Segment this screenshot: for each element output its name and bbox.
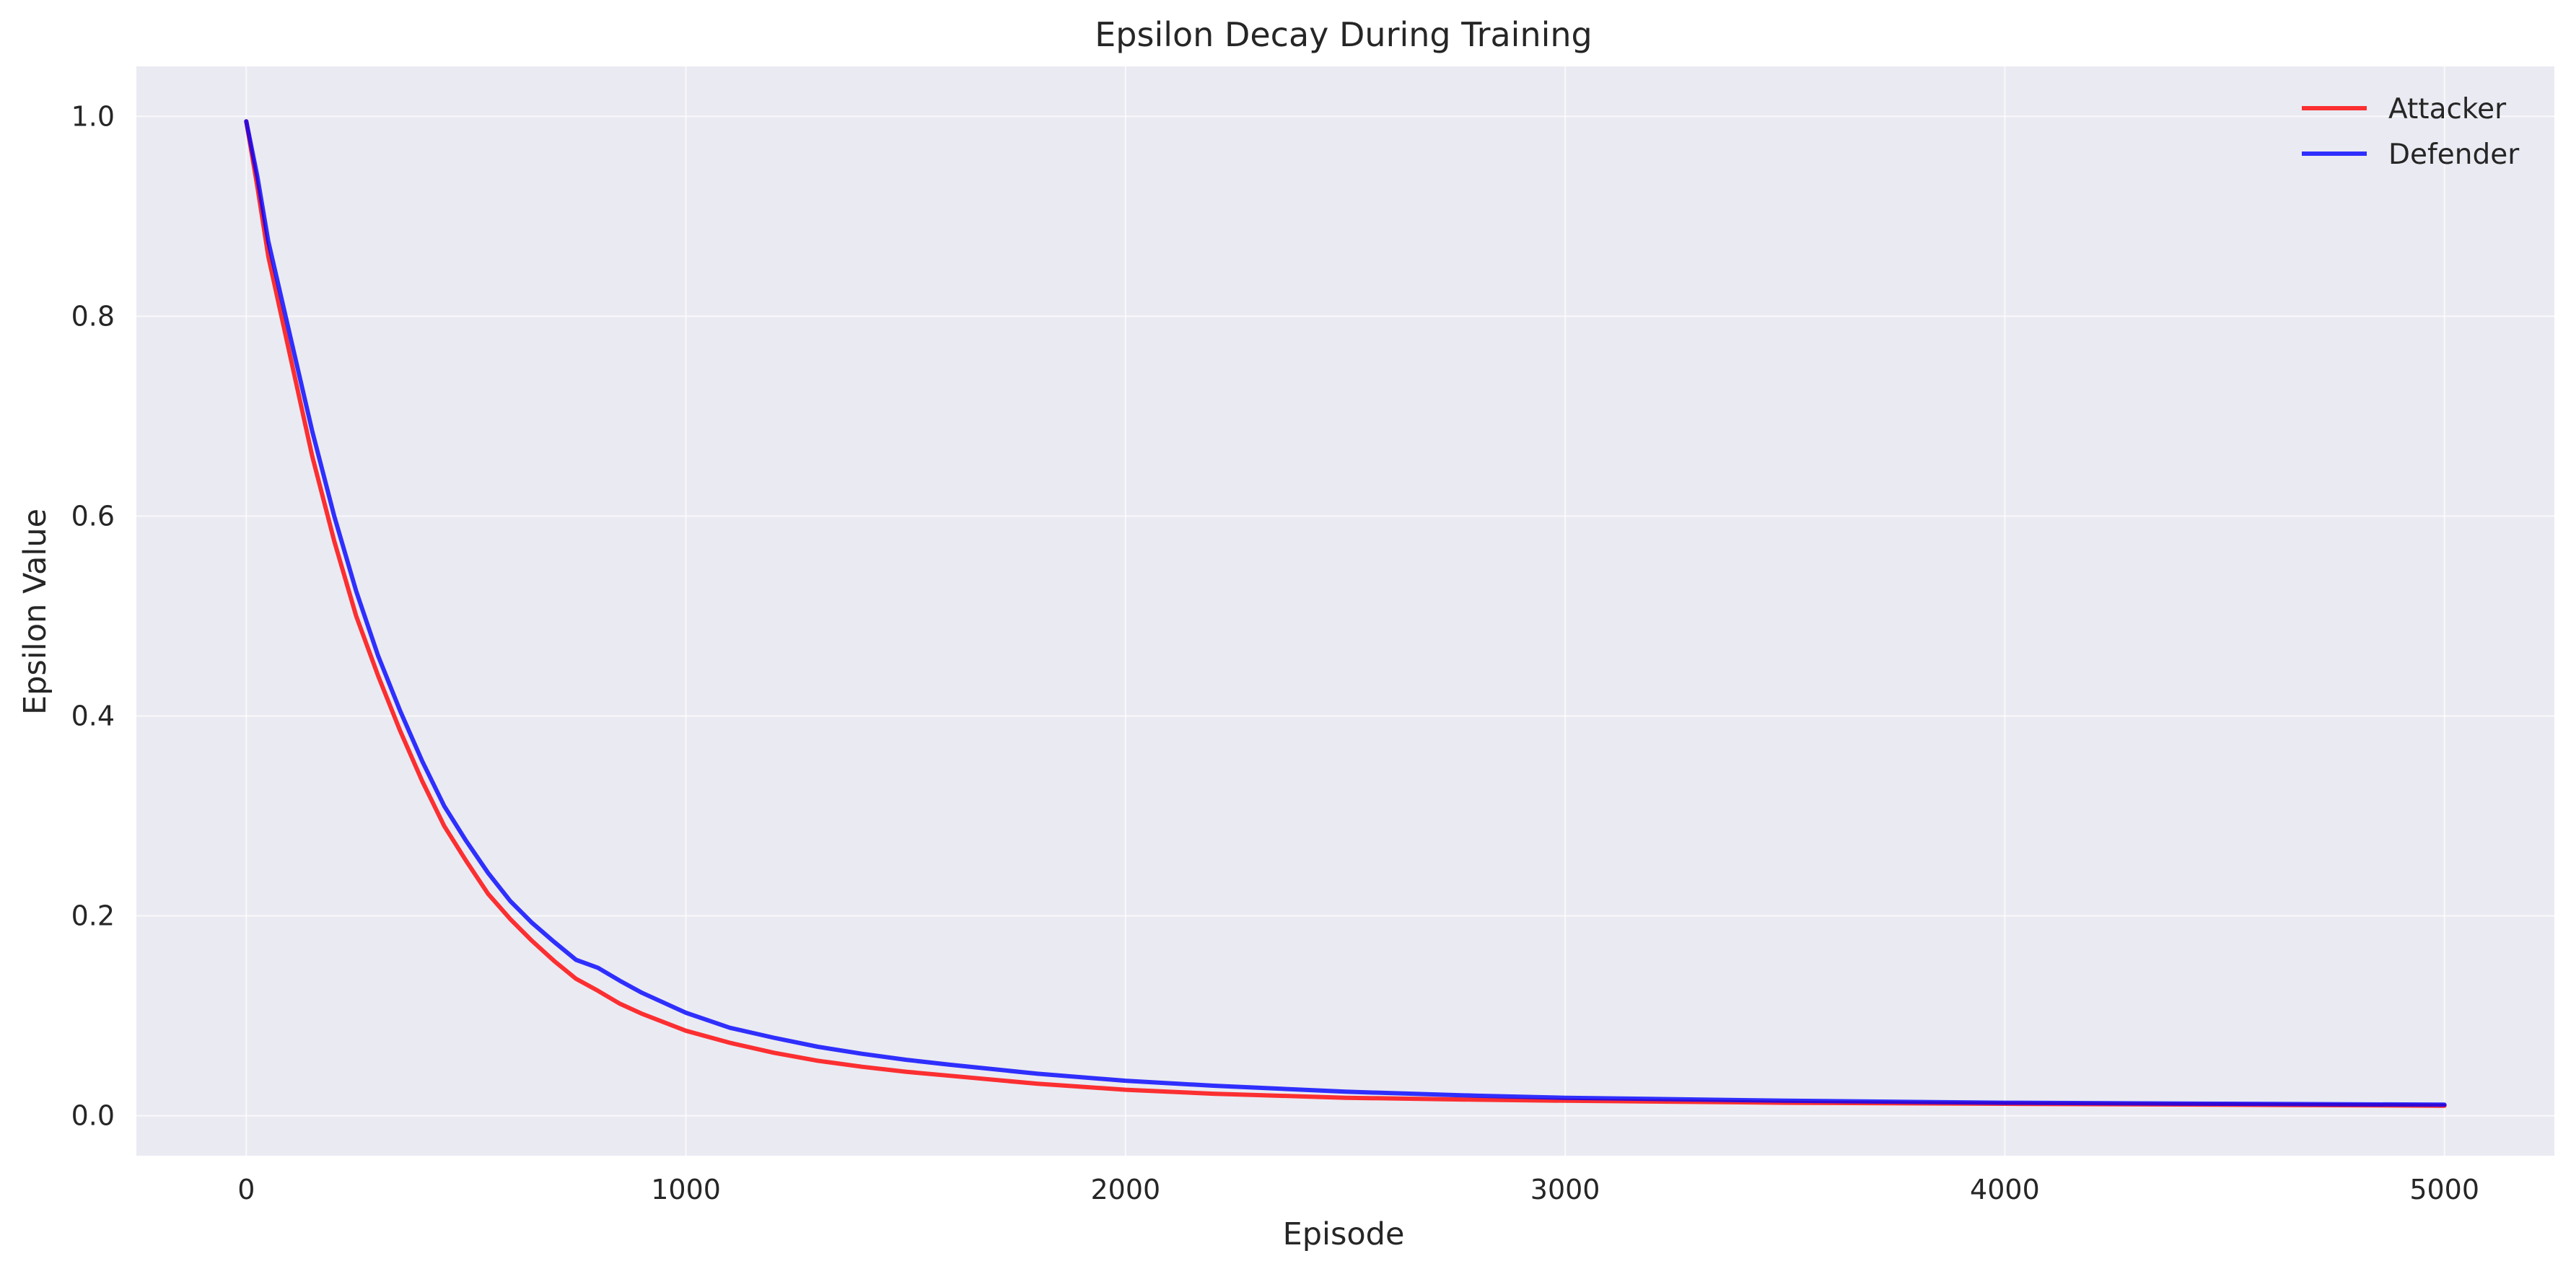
x-tick-label: 5000 [2409, 1174, 2479, 1205]
y-tick-label: 1.0 [71, 100, 115, 132]
legend: Attacker Defender [2302, 93, 2520, 171]
series-line-attacker [244, 119, 2447, 1108]
legend-label-attacker: Attacker [2388, 93, 2507, 126]
x-tick-label: 3000 [1530, 1174, 1600, 1205]
grid [136, 66, 2554, 1156]
y-axis-label: Epsilon Value [17, 509, 53, 715]
y-tick-label: 0.0 [71, 1100, 115, 1132]
y-tick-label: 0.2 [71, 900, 115, 932]
y-axis-ticks: 0.0 0.2 0.4 0.6 0.8 1.0 [71, 100, 115, 1131]
series-layer [244, 119, 2447, 1108]
y-tick-label: 0.8 [71, 300, 115, 332]
y-tick-label: 0.6 [71, 500, 115, 532]
y-tick-label: 0.4 [71, 700, 115, 732]
x-axis-ticks: 0 1000 2000 3000 4000 5000 [237, 1174, 2479, 1205]
x-tick-label: 0 [237, 1174, 255, 1205]
x-tick-label: 1000 [651, 1174, 721, 1205]
x-axis-label: Episode [1283, 1216, 1405, 1252]
x-tick-label: 2000 [1091, 1174, 1161, 1205]
series-line-defender [244, 119, 2447, 1107]
legend-label-defender: Defender [2388, 139, 2520, 171]
x-tick-label: 4000 [1970, 1174, 2040, 1205]
plot-area [136, 66, 2554, 1156]
chart-title: Epsilon Decay During Training [1095, 15, 1593, 54]
